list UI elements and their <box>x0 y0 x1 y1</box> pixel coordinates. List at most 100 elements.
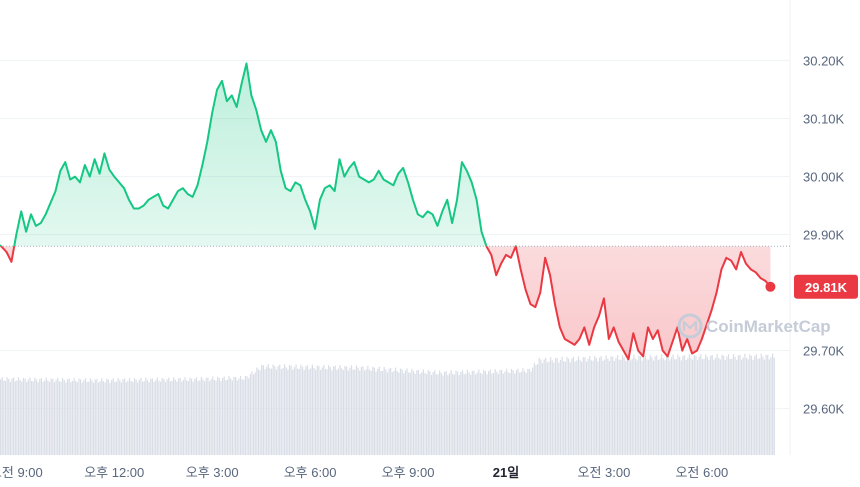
current-price-dot <box>765 281 776 292</box>
volume-bar <box>727 354 730 455</box>
volume-bar <box>579 359 581 455</box>
series-line-up <box>0 62 517 247</box>
volume-bar <box>772 353 774 455</box>
y-tick-label: 29.70K <box>803 344 845 359</box>
y-tick-label: 29.90K <box>803 228 845 243</box>
volume-bar <box>461 370 464 455</box>
volume-bar <box>329 367 331 455</box>
volume-bar <box>47 380 49 455</box>
volume-bar <box>168 377 170 455</box>
volume-bar <box>122 379 124 455</box>
volume-bar <box>179 378 181 455</box>
volume-bar <box>422 369 424 455</box>
volume-bar <box>218 378 220 455</box>
volume-bar <box>205 377 207 455</box>
volume-bar <box>537 364 539 455</box>
volume-bar <box>112 378 114 455</box>
volume-bar <box>634 358 637 455</box>
volume-bar <box>688 354 690 455</box>
volume-bar <box>440 373 442 455</box>
volume-bar <box>494 369 496 455</box>
volume-bar <box>664 360 666 455</box>
volume-bar <box>96 378 98 455</box>
volume-bar <box>401 369 403 455</box>
volume-bar <box>729 358 731 455</box>
volume-bar <box>695 355 697 455</box>
volume-bar <box>414 373 416 455</box>
volume-bar <box>261 364 263 455</box>
volume-bar <box>705 354 707 455</box>
volume-bar <box>169 381 171 455</box>
volume-bar <box>26 381 28 455</box>
volume-bar <box>427 370 429 455</box>
volume-bar <box>318 366 320 455</box>
volume-bar <box>744 353 746 455</box>
volume-bar <box>177 378 180 455</box>
volume-bar <box>595 358 597 455</box>
volume-bar <box>362 366 364 455</box>
area-above <box>0 63 487 247</box>
volume-bar <box>714 357 717 455</box>
volume-bar <box>623 357 625 455</box>
volume-bar <box>324 369 327 455</box>
volume-bar <box>607 358 609 455</box>
volume-bar <box>63 379 65 455</box>
volume-bar <box>455 370 457 455</box>
volume-bar <box>246 376 248 455</box>
volume-bar <box>434 370 436 455</box>
volume-bar <box>9 381 11 455</box>
volume-bar <box>386 372 389 455</box>
volume-bar <box>248 378 250 455</box>
volume-bar <box>40 378 43 455</box>
volume-bar <box>163 378 165 455</box>
volume-bar <box>321 367 323 455</box>
volume-bar <box>615 358 617 455</box>
volume-bar <box>341 368 343 455</box>
volume-bar <box>0 379 2 455</box>
volume-bar <box>99 381 101 455</box>
volume-bar <box>654 356 656 455</box>
volume-bar <box>618 359 620 455</box>
volume-bar <box>347 370 349 455</box>
volume-bar <box>174 379 176 455</box>
volume-bar <box>675 359 677 455</box>
volume-bar <box>690 358 692 455</box>
volume-bar <box>334 365 336 455</box>
volume-bar <box>381 370 384 455</box>
volume-bar <box>718 358 720 455</box>
volume-bar <box>396 371 398 455</box>
volume-bar <box>517 368 519 455</box>
volume-bar <box>545 357 547 455</box>
volume-bar <box>337 368 340 455</box>
volume-bar <box>649 354 651 455</box>
volume-bar <box>599 357 601 455</box>
volume-bar <box>375 371 377 455</box>
volume-bar <box>8 379 10 455</box>
price-line <box>0 62 772 361</box>
volume-bar <box>350 365 353 455</box>
volume-bar <box>504 371 506 455</box>
volume-bar <box>700 354 702 455</box>
volume-bar <box>520 371 522 455</box>
volume-bar <box>326 369 328 455</box>
volume-bar <box>62 377 64 455</box>
volume-bar <box>368 369 371 455</box>
volume-bar <box>582 357 584 455</box>
volume-bar <box>48 381 51 455</box>
y-tick-label: 29.60K <box>803 402 845 417</box>
volume-bar <box>754 356 756 455</box>
volume-bar <box>625 360 627 455</box>
volume-bar <box>453 374 455 455</box>
volume-bar <box>693 355 695 455</box>
volume-bar <box>651 357 653 455</box>
volume-bar <box>231 380 233 455</box>
volume-bar <box>342 370 344 455</box>
volume-bar <box>140 377 142 455</box>
volume-bar <box>450 370 452 455</box>
volume-bar <box>251 371 253 455</box>
volume-bar <box>17 377 20 455</box>
volume-bar <box>145 377 147 455</box>
volume-bar <box>155 380 157 455</box>
volume-bar <box>760 353 762 455</box>
